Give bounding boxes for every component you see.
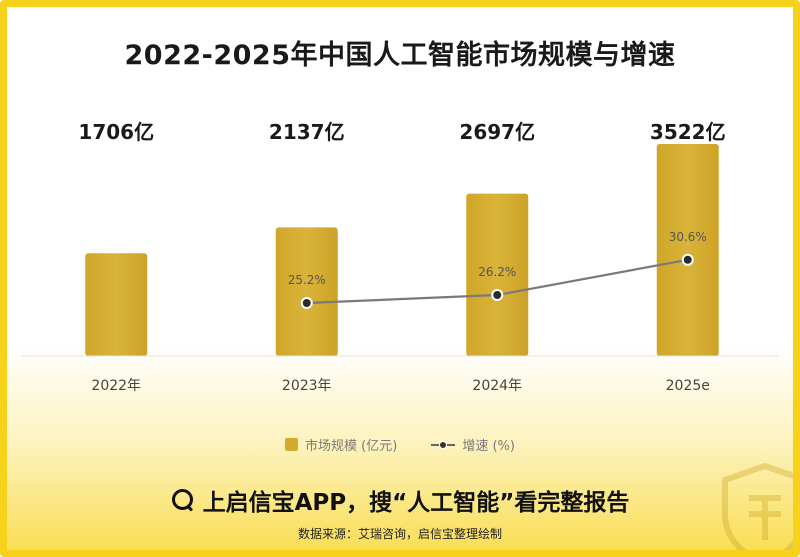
bar-value-label-3: 3522亿 (650, 120, 726, 144)
bar-0 (85, 253, 148, 356)
shield-logo-icon (722, 462, 793, 550)
search-icon (171, 488, 195, 512)
legend-line-label: 增速 (%) (462, 439, 515, 454)
bar-3 (656, 144, 719, 356)
legend: 市场规模 (亿元) 增速 (%) (7, 435, 793, 454)
legend-bar-swatch (285, 438, 299, 451)
growth-point-2 (491, 289, 504, 301)
growth-point-1 (300, 297, 313, 309)
bar-1 (275, 227, 338, 356)
x-tick-label-1: 2023年 (282, 378, 332, 394)
growth-label-2: 26.2% (478, 265, 516, 279)
growth-point-3 (681, 253, 694, 266)
legend-item-growth: 增速 (%) (431, 435, 515, 454)
x-tick-label-2: 2024年 (472, 378, 522, 394)
legend-item-market-size: 市场规模 (亿元) (285, 435, 397, 454)
x-tick-label-3: 2025e (666, 378, 710, 394)
x-tick-label-0: 2022年 (91, 378, 141, 394)
cta-text: 上启信宝APP，搜“人工智能”看完整报告 (202, 490, 630, 516)
growth-label-3: 30.6% (669, 230, 707, 244)
legend-line-marker (431, 439, 456, 451)
chart-title: 2022-2025年中国人工智能市场规模与增速 (124, 40, 676, 71)
legend-bar-label: 市场规模 (亿元) (305, 439, 398, 454)
growth-label-1: 25.2% (288, 273, 326, 287)
bar-value-label-1: 2137亿 (269, 120, 345, 144)
cta-banner: 上启信宝APP，搜“人工智能”看完整报告 (7, 483, 793, 517)
bar-value-label-2: 2697亿 (459, 120, 535, 144)
bar-value-label-0: 1706亿 (78, 120, 154, 144)
chart-area: 2022年 2023年 2024年 2025e 1706亿 2137亿 2697亿 3522… (21, 120, 779, 394)
data-source-note: 数据来源：艾瑞咨询，启信宝整理绘制 (297, 527, 502, 541)
bar-2 (466, 193, 529, 356)
